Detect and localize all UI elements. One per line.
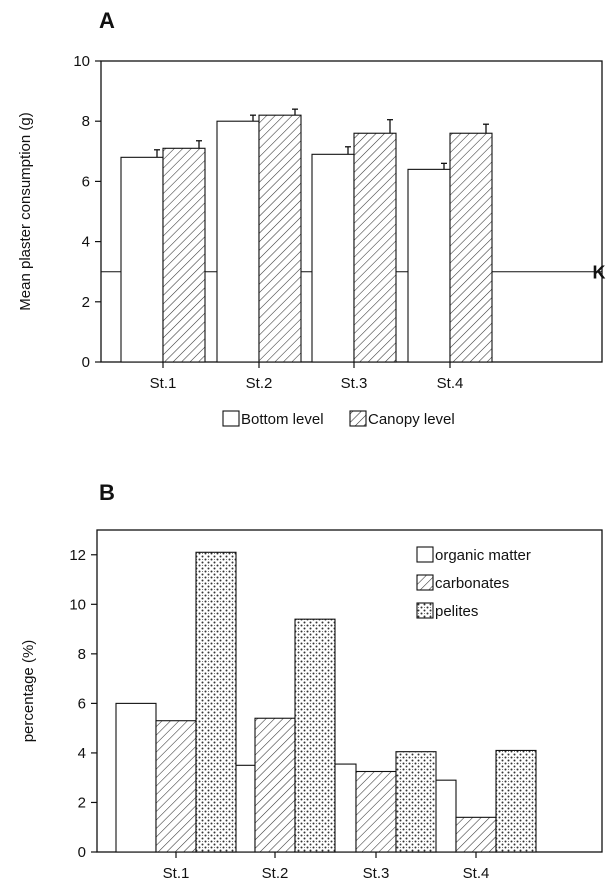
y-tick-label: 10	[73, 53, 90, 70]
bar-hatch	[353, 132, 397, 363]
bar-hatch	[254, 717, 296, 853]
reference-line-label: K	[593, 263, 606, 283]
legend-swatch	[416, 574, 434, 591]
panel-label: B	[99, 480, 115, 505]
x-tick-label: St.4	[463, 865, 490, 882]
bar-hatch	[355, 770, 397, 853]
y-tick-label: 0	[78, 844, 86, 861]
y-axis-title: Mean plaster consumption (g)	[17, 112, 34, 310]
bar-white	[407, 168, 451, 363]
bar-dots	[395, 751, 437, 853]
y-tick-label: 8	[78, 646, 86, 663]
x-tick-label: St.3	[363, 865, 390, 882]
bar-hatch	[455, 816, 497, 853]
legend-swatch	[416, 602, 434, 619]
y-tick-label: 6	[78, 695, 86, 712]
y-tick-label: 0	[82, 354, 90, 371]
legend-label: organic matter	[435, 547, 531, 564]
x-tick-label: St.4	[437, 375, 464, 392]
y-tick-label: 2	[78, 794, 86, 811]
bar-hatch	[155, 720, 197, 853]
bar-hatch	[258, 114, 302, 363]
bar-dots	[495, 749, 537, 853]
panel-a: A 0 2 4 6 8 10 Mean plaster consumption (g) St.1…	[17, 8, 606, 428]
y-tick-label: 6	[82, 173, 90, 190]
legend-label: pelites	[435, 603, 478, 620]
legend-label: Canopy level	[368, 411, 455, 428]
x-tick-label: St.2	[246, 375, 273, 392]
x-tick-label: St.1	[163, 865, 190, 882]
legend-label: Bottom level	[241, 411, 324, 428]
y-tick-label: 10	[69, 596, 86, 613]
legend-label: carbonates	[435, 575, 509, 592]
bar-white	[120, 156, 164, 363]
panel-b: B 0 2 4 6 8 10 12 percentage (%) St.1 St.2 St.3 St.4…	[20, 480, 603, 882]
bar-hatch	[162, 147, 206, 363]
bar-white	[311, 153, 355, 363]
y-tick-label: 2	[82, 294, 90, 311]
legend-swatch	[222, 410, 240, 427]
legend-swatch	[416, 546, 434, 563]
bar-dots	[294, 618, 336, 853]
bar-hatch	[449, 132, 493, 363]
panel-label: A	[99, 8, 115, 33]
legend-swatch	[349, 410, 367, 427]
y-tick-label: 12	[69, 547, 86, 564]
y-axis-title: percentage (%)	[20, 640, 37, 743]
y-tick-label: 4	[78, 745, 86, 762]
bar-white	[115, 702, 157, 853]
x-tick-label: St.1	[150, 375, 177, 392]
bar-white	[216, 120, 260, 363]
y-tick-label: 4	[82, 234, 90, 251]
x-tick-label: St.2	[262, 865, 289, 882]
y-tick-label: 8	[82, 113, 90, 130]
x-tick-label: St.3	[341, 375, 368, 392]
bar-dots	[195, 551, 237, 853]
